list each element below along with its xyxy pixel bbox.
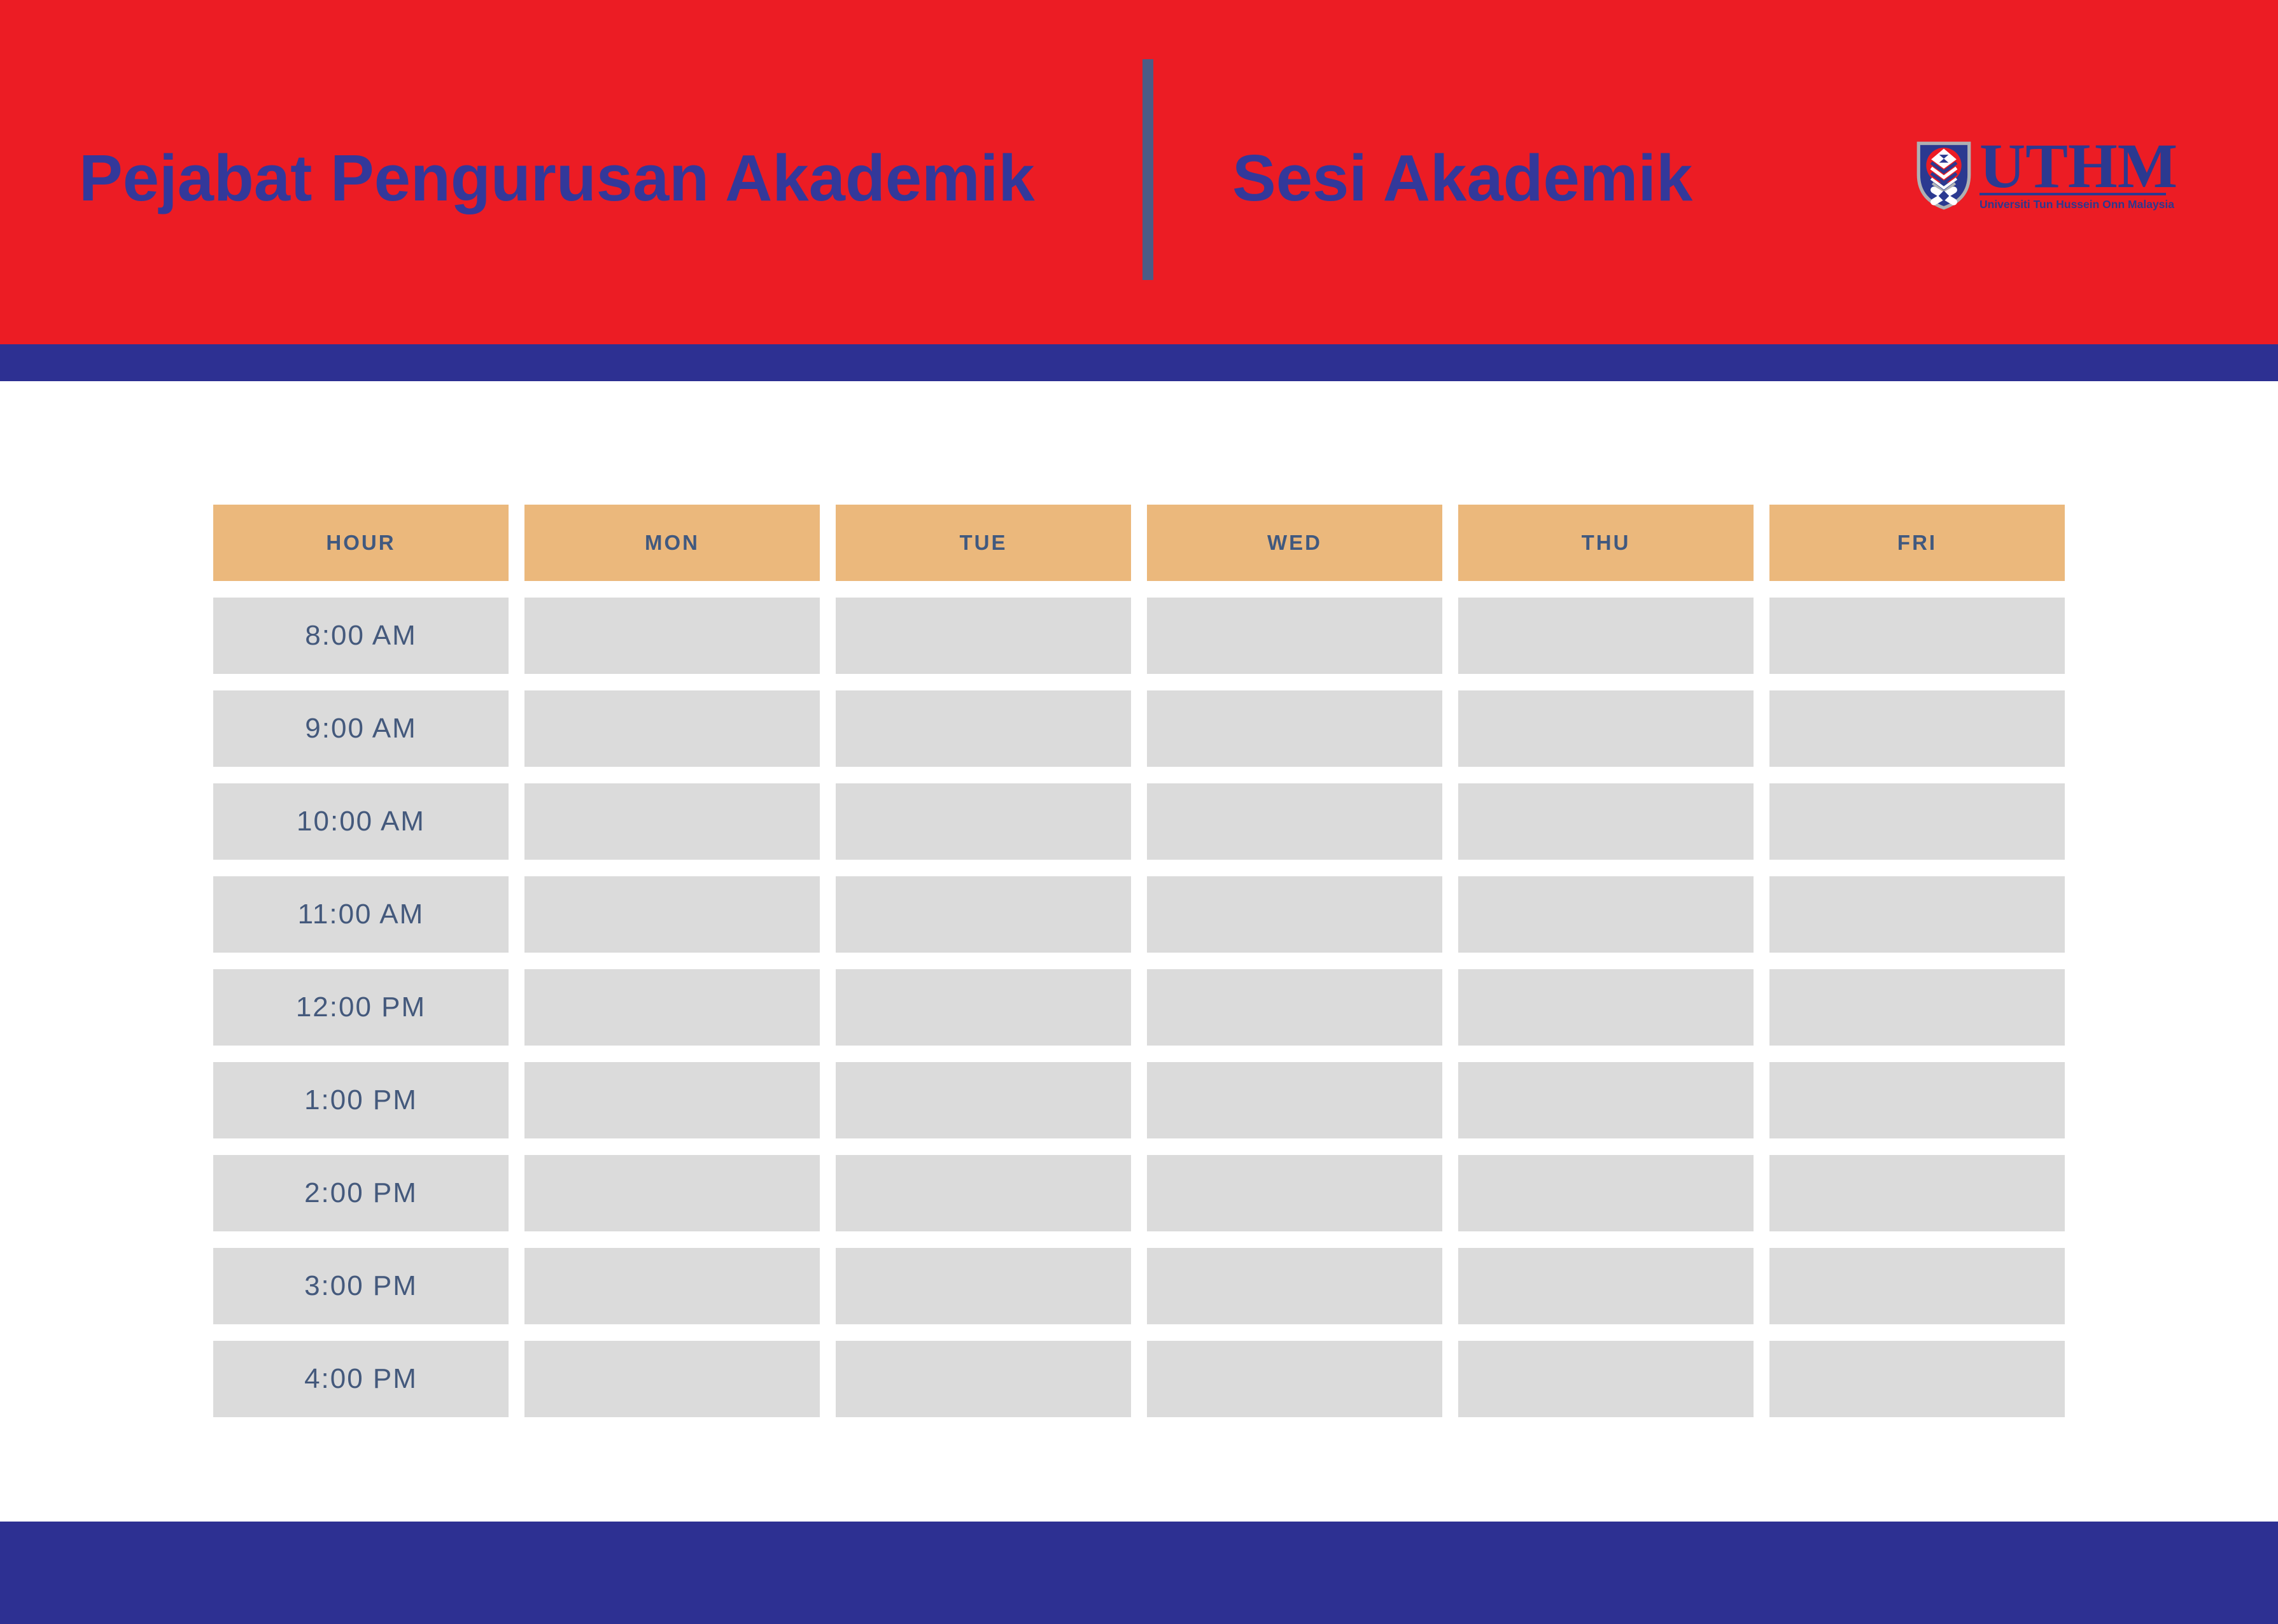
timetable-cell-tue-4 bbox=[836, 969, 1131, 1046]
timetable-cell-mon-1 bbox=[524, 690, 820, 767]
column-header-hour: HOUR bbox=[213, 505, 509, 581]
timetable-cell-thu-7 bbox=[1458, 1248, 1754, 1324]
timetable-cell-mon-6 bbox=[524, 1155, 820, 1231]
hour-label: 11:00 AM bbox=[213, 876, 509, 953]
timetable-cell-fri-0 bbox=[1769, 598, 2065, 674]
hour-label: 8:00 AM bbox=[213, 598, 509, 674]
hour-label: 2:00 PM bbox=[213, 1155, 509, 1231]
timetable-cell-thu-6 bbox=[1458, 1155, 1754, 1231]
timetable-cell-thu-1 bbox=[1458, 690, 1754, 767]
timetable-cell-tue-8 bbox=[836, 1341, 1131, 1417]
timetable-cell-fri-4 bbox=[1769, 969, 2065, 1046]
hour-label: 12:00 PM bbox=[213, 969, 509, 1046]
timetable-cell-wed-3 bbox=[1147, 876, 1442, 953]
header-divider bbox=[1143, 59, 1153, 280]
uthm-tagline: Universiti Tun Hussein Onn Malaysia bbox=[1979, 198, 2175, 211]
column-header-tue: TUE bbox=[836, 505, 1131, 581]
timetable-cell-thu-5 bbox=[1458, 1062, 1754, 1138]
timetable-cell-thu-3 bbox=[1458, 876, 1754, 953]
timetable-cell-mon-5 bbox=[524, 1062, 820, 1138]
uthm-logo-underline bbox=[1979, 193, 2166, 195]
column-header-wed: WED bbox=[1147, 505, 1442, 581]
timetable-cell-fri-7 bbox=[1769, 1248, 2065, 1324]
timetable-cell-wed-7 bbox=[1147, 1248, 1442, 1324]
timetable-cell-wed-6 bbox=[1147, 1155, 1442, 1231]
uthm-logo: UTHM Universiti Tun Hussein Onn Malaysia bbox=[1915, 130, 2178, 211]
timetable-cell-fri-2 bbox=[1769, 783, 2065, 860]
timetable-cell-thu-4 bbox=[1458, 969, 1754, 1046]
timetable-grid: HOUR MON TUE WED THU FRI 8:00 AM 9:00 AM 10:00 A… bbox=[213, 505, 2065, 1417]
timetable-cell-wed-1 bbox=[1147, 690, 1442, 767]
timetable-cell-mon-7 bbox=[524, 1248, 820, 1324]
hour-label: 1:00 PM bbox=[213, 1062, 509, 1138]
timetable-cell-fri-3 bbox=[1769, 876, 2065, 953]
timetable-cell-tue-2 bbox=[836, 783, 1131, 860]
timetable-cell-tue-7 bbox=[836, 1248, 1131, 1324]
timetable-cell-wed-5 bbox=[1147, 1062, 1442, 1138]
hour-label: 9:00 AM bbox=[213, 690, 509, 767]
timetable-cell-tue-1 bbox=[836, 690, 1131, 767]
timetable-cell-tue-0 bbox=[836, 598, 1131, 674]
column-header-fri: FRI bbox=[1769, 505, 2065, 581]
footer-band bbox=[0, 1522, 2278, 1624]
hour-label: 4:00 PM bbox=[213, 1341, 509, 1417]
accent-stripe-top bbox=[0, 344, 2278, 381]
timetable-cell-tue-5 bbox=[836, 1062, 1131, 1138]
uthm-wordmark: UTHM bbox=[1979, 130, 2178, 201]
timetable-cell-wed-4 bbox=[1147, 969, 1442, 1046]
page-subtitle: Sesi Akademik bbox=[1232, 141, 1693, 214]
column-header-mon: MON bbox=[524, 505, 820, 581]
timetable-cell-wed-8 bbox=[1147, 1341, 1442, 1417]
uthm-logo-text: UTHM Universiti Tun Hussein Onn Malaysia bbox=[1979, 130, 2178, 211]
uthm-shield-icon bbox=[1916, 141, 1971, 210]
timetable-cell-tue-6 bbox=[836, 1155, 1131, 1231]
timetable-cell-thu-8 bbox=[1458, 1341, 1754, 1417]
page-title: Pejabat Pengurusan Akademik bbox=[79, 141, 1035, 214]
timetable-cell-mon-2 bbox=[524, 783, 820, 860]
timetable-cell-wed-0 bbox=[1147, 598, 1442, 674]
timetable-cell-mon-4 bbox=[524, 969, 820, 1046]
timetable-cell-mon-8 bbox=[524, 1341, 820, 1417]
timetable-cell-mon-3 bbox=[524, 876, 820, 953]
timetable-cell-fri-8 bbox=[1769, 1341, 2065, 1417]
timetable-cell-wed-2 bbox=[1147, 783, 1442, 860]
timetable-cell-fri-5 bbox=[1769, 1062, 2065, 1138]
timetable-cell-mon-0 bbox=[524, 598, 820, 674]
header-banner: Pejabat Pengurusan Akademik Sesi Akademi… bbox=[0, 0, 2278, 344]
timetable-cell-tue-3 bbox=[836, 876, 1131, 953]
column-header-thu: THU bbox=[1458, 505, 1754, 581]
timetable-cell-fri-6 bbox=[1769, 1155, 2065, 1231]
timetable-cell-thu-2 bbox=[1458, 783, 1754, 860]
timetable-cell-thu-0 bbox=[1458, 598, 1754, 674]
hour-label: 10:00 AM bbox=[213, 783, 509, 860]
hour-label: 3:00 PM bbox=[213, 1248, 509, 1324]
timetable-cell-fri-1 bbox=[1769, 690, 2065, 767]
